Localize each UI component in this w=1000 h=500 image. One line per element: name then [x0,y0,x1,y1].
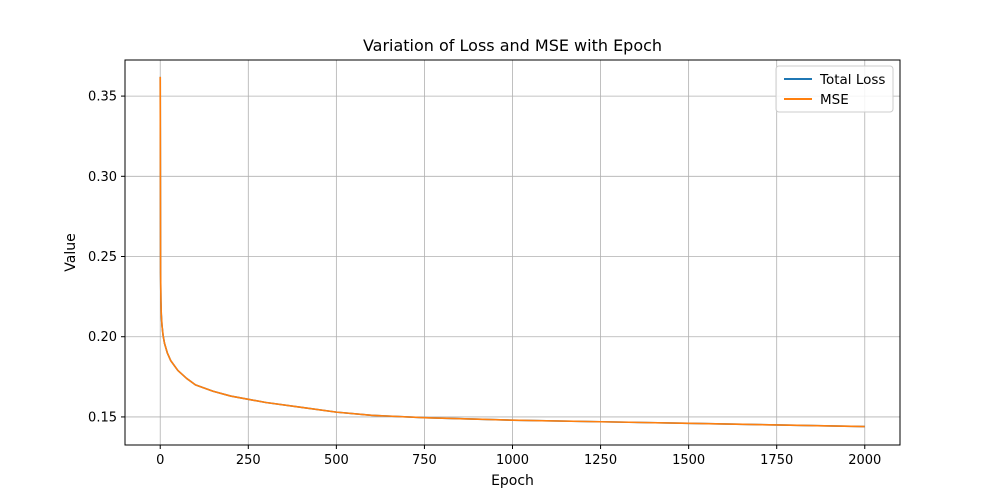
chart-title: Variation of Loss and MSE with Epoch [363,36,662,55]
legend-label-mse: MSE [820,92,849,108]
x-tick-label: 0 [156,453,164,468]
grid-layer [125,60,900,445]
x-axis-label: Epoch [491,473,534,489]
series-line-mse [159,76,865,428]
series-layer [159,76,865,428]
x-tick-label: 1750 [760,453,793,468]
x-tick-label: 2000 [848,453,881,468]
y-tick-label: 0.25 [88,250,117,265]
tick-layer: 0 250 500 750 1000 1250 1500 1750 2000 0.15 0.20 0.… [88,90,881,468]
x-tick-label: 500 [324,453,349,468]
legend-label-total-loss: Total Loss [819,72,885,88]
y-tick-label: 0.15 [88,410,117,425]
x-tick-label: 1000 [496,453,529,468]
x-tick-label: 750 [412,453,437,468]
y-tick-label: 0.20 [88,330,117,345]
y-tick-label: 0.35 [88,90,117,105]
y-axis-label: Value [63,233,79,271]
x-tick-label: 250 [236,453,261,468]
y-tick-label: 0.30 [88,170,117,185]
x-tick-label: 1500 [672,453,705,468]
legend-box [775,65,894,113]
x-tick-label: 1250 [584,453,617,468]
legend: Total Loss MSE [775,65,894,113]
